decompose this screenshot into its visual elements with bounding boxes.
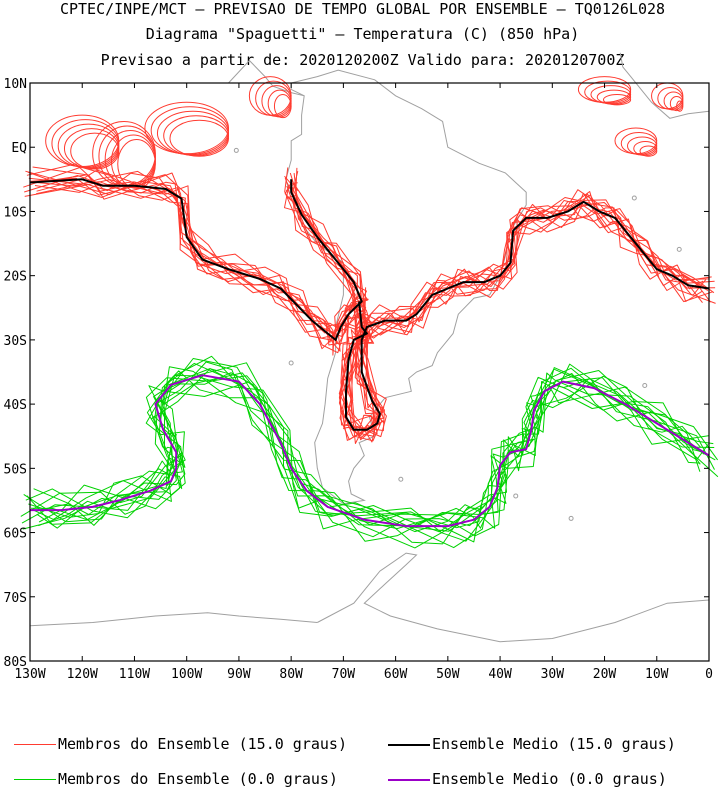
ensemble-member-15-loop <box>651 82 684 110</box>
ensemble-member-15-line <box>32 166 359 339</box>
x-tick-label: 60W <box>384 667 408 682</box>
x-tick-label: 90W <box>227 667 251 682</box>
ensemble-member-15-loop <box>63 128 120 169</box>
x-tick-label: 70W <box>332 667 356 682</box>
ensemble-member-15-line <box>346 202 707 439</box>
ensemble-member-15-line <box>341 200 715 433</box>
island-7 <box>568 515 574 521</box>
ensemble-member-15-line <box>339 194 705 441</box>
coastline-antarctica <box>317 552 710 643</box>
ensemble-member-15-loop <box>273 94 292 119</box>
x-tick-label: 10W <box>645 667 669 682</box>
ensemble-member-0-line <box>30 358 701 542</box>
legend-swatch-red-line <box>14 744 56 745</box>
legend-label-mean-0: Ensemble Medio (0.0 graus) <box>432 770 667 788</box>
x-tick-label: 50W <box>436 667 460 682</box>
legend-mean-15: Ensemble Medio (15.0 graus) <box>388 735 676 753</box>
ensemble-member-15-line <box>35 181 356 345</box>
island-2 <box>233 147 239 153</box>
legend-members-15: Membros do Ensemble (15.0 graus) <box>14 735 347 753</box>
ensemble-member-15-line <box>25 170 367 334</box>
ensemble-member-15-loop <box>627 136 658 156</box>
y-tick-label: 20S <box>4 270 27 285</box>
ensemble-member-15-line <box>340 193 712 437</box>
ensemble-member-15-loop <box>117 139 156 189</box>
chart-title: CPTEC/INPE/MCT – PREVISAO DE TEMPO GLOBA… <box>59 0 666 18</box>
ensemble-member-15-line <box>347 199 704 438</box>
x-tick-label: 130W <box>14 667 45 682</box>
ensemble-member-15-line <box>340 205 716 437</box>
ensemble-member-15-loop <box>577 76 632 103</box>
legend-swatch-green-line <box>14 779 56 780</box>
x-tick-label: 40W <box>488 667 512 682</box>
ensemble-member-0-line <box>22 375 715 530</box>
ensemble-member-15-line <box>30 170 363 352</box>
y-tick-label: 50S <box>4 462 27 477</box>
chart-validity: Previsao a partir de: 2020120200Z Valido… <box>100 51 625 69</box>
ensemble-member-15-loop <box>163 115 229 157</box>
island-3 <box>288 360 294 366</box>
y-tick-label: 40S <box>4 398 27 413</box>
ensemble-member-15-loop <box>150 106 229 155</box>
ensemble-member-15-line <box>23 166 369 343</box>
island-5 <box>676 246 682 252</box>
ensemble-member-15-line <box>339 205 713 435</box>
ensemble-member-15-loop <box>144 101 229 155</box>
ensemble-member-15-loop <box>70 132 120 170</box>
ensemble-member-15-loop <box>602 94 632 106</box>
island-6 <box>642 382 648 388</box>
plot-frame <box>29 82 710 662</box>
x-tick-label: 0 <box>705 667 713 682</box>
x-tick-label: 110W <box>119 667 150 682</box>
ensemble-member-15-line <box>342 197 703 441</box>
legend-swatch-black-line <box>388 743 430 746</box>
coastline-south-america <box>285 69 527 505</box>
island-1 <box>513 493 519 499</box>
ensemble-member-15-line <box>36 169 356 337</box>
legend-members-0: Membros do Ensemble (0.0 graus) <box>14 770 338 788</box>
ensemble-member-15-line <box>342 200 711 444</box>
ensemble-member-15-loop <box>57 123 120 169</box>
ensemble-member-15-line <box>338 191 709 442</box>
legend-mean-0: Ensemble Medio (0.0 graus) <box>388 770 667 788</box>
y-tick-label: 30S <box>4 334 27 349</box>
legend-label-members-15: Membros do Ensemble (15.0 graus) <box>58 735 347 753</box>
x-tick-label: 20W <box>593 667 617 682</box>
x-tick-label: 80W <box>279 667 303 682</box>
x-tick-label: 30W <box>541 667 565 682</box>
y-tick-label: EQ <box>11 141 27 156</box>
ensemble-member-15-loop <box>620 131 658 155</box>
legend-label-members-0: Membros do Ensemble (0.0 graus) <box>58 770 338 788</box>
x-tick-label: 100W <box>171 667 202 682</box>
ensemble-member-0-line <box>28 355 719 549</box>
ensemble-member-15-loop <box>596 89 632 105</box>
ensemble-mean-0-line <box>30 374 710 528</box>
x-tick-label: 120W <box>67 667 98 682</box>
ensemble-member-15-loop <box>639 145 658 157</box>
legend-label-mean-15: Ensemble Medio (15.0 graus) <box>432 735 676 753</box>
y-tick-label: 10S <box>4 205 27 220</box>
ensemble-mean-15-line <box>29 178 363 341</box>
ensemble-member-15-line <box>343 207 703 432</box>
ensemble-member-15-line <box>27 171 365 335</box>
island-0 <box>398 476 404 482</box>
ensemble-member-15-loop <box>45 114 120 167</box>
ensemble-member-0-line <box>36 374 704 533</box>
island-4 <box>631 195 637 201</box>
ensemble-mean-15-line <box>345 200 710 431</box>
y-tick-label: 80S <box>4 655 27 670</box>
chart-subtitle: Diagrama "Spaguetti" – Temperatura (C) (… <box>145 25 580 43</box>
ensemble-member-15-loop <box>676 100 684 112</box>
ensemble-member-15-loop <box>169 119 229 157</box>
legend-swatch-purple-line <box>388 778 430 781</box>
coastline-africa <box>619 52 710 119</box>
y-tick-label: 10N <box>4 77 27 92</box>
y-tick-label: 60S <box>4 527 27 542</box>
ensemble-member-15-loop <box>156 110 229 156</box>
ensemble-member-15-loop <box>590 85 632 105</box>
coastline-antarctica-west <box>29 612 318 627</box>
ensemble-member-15-line <box>343 189 710 441</box>
y-tick-label: 70S <box>4 591 27 606</box>
